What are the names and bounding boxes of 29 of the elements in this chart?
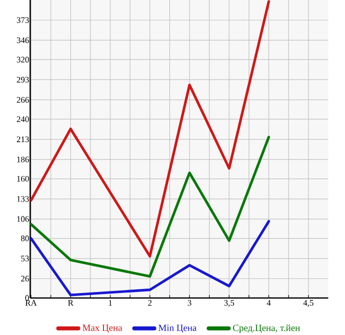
y-tick-label: 240: [16, 116, 29, 122]
y-tick-label: 186: [17, 156, 29, 162]
legend-label: Сред.Цена, т.йен: [233, 324, 300, 334]
y-tick-label: 80: [21, 236, 29, 242]
y-tick-label: 0: [25, 295, 29, 301]
y-tick-label: 26: [21, 276, 29, 282]
x-tick-label: 1: [108, 300, 112, 306]
y-tick-label: 266: [16, 96, 29, 103]
y-tick-label: 293: [16, 76, 29, 83]
y-tick-label: 373: [16, 17, 29, 23]
x-tick-label: 4: [266, 300, 271, 306]
y-tick-label: 106: [17, 216, 29, 222]
x-tick-label: R: [68, 300, 74, 306]
line-series: [30, 136, 270, 278]
y-tick-label: 53: [21, 256, 29, 262]
x-tick-label: 3: [188, 300, 192, 306]
y-tick-label: 133: [17, 196, 29, 202]
x-tick-label: 3,5: [224, 300, 234, 307]
line-series: [30, 0, 270, 258]
x-tick-label: 4,5: [303, 300, 314, 307]
line-series: [30, 220, 270, 296]
y-tick-label: 320: [16, 56, 29, 62]
y-tick-label: 160: [17, 176, 29, 182]
x-tick-label: RA: [25, 300, 37, 306]
y-tick-label: 346: [16, 37, 29, 44]
legend-label: Min Цена: [158, 324, 197, 333]
legend-label: Max Цена: [82, 324, 122, 333]
x-tick-label: 2: [148, 300, 152, 306]
y-tick-label: 213: [16, 136, 29, 142]
